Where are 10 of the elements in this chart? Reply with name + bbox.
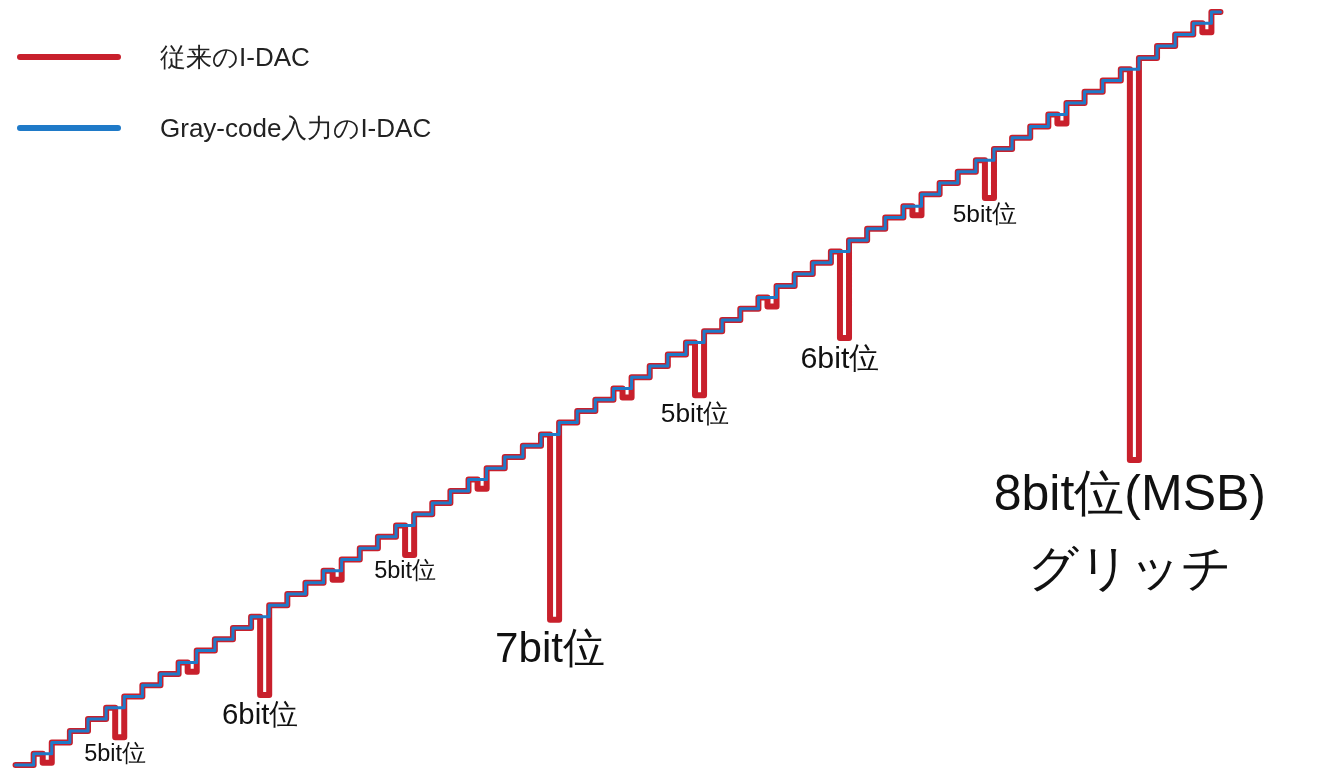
annotation: 7bit位 xyxy=(495,623,606,671)
annotation: 5bit位 xyxy=(374,557,437,584)
legend-label: 従来のI-DAC xyxy=(160,42,310,72)
annotation: 5bit位 xyxy=(84,739,147,766)
annotation: 6bit位 xyxy=(221,697,299,731)
annotation: 5bit位 xyxy=(660,397,730,428)
annotation: 6bit位 xyxy=(800,341,880,375)
annotation: 5bit位 xyxy=(952,200,1018,228)
legend-label: Gray-code入力のI-DAC xyxy=(160,113,432,143)
annotation: 8bit位(MSB) グリッチ xyxy=(993,465,1267,597)
